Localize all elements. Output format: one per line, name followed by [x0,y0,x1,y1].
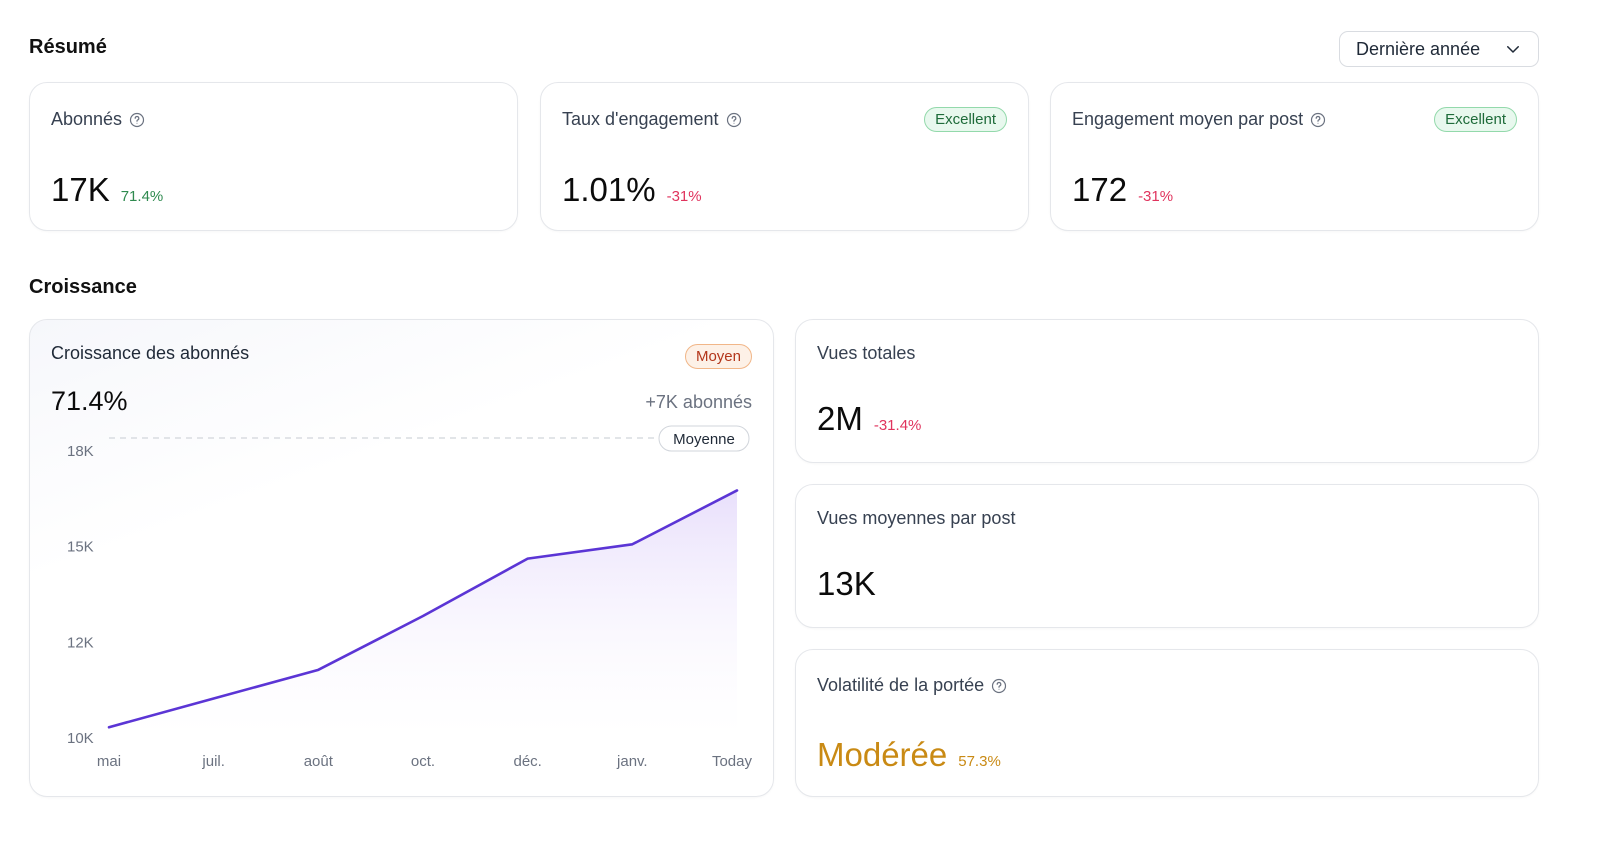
svg-text:déc.: déc. [513,753,541,770]
metric-value: 172 -31% [1072,171,1173,209]
card-vues-totales: Vues totales 2M -31.4% [795,319,1539,463]
card-taux-engagement: Taux d'engagement Excellent 1.01% -31% [540,82,1029,231]
svg-text:10K: 10K [67,730,94,747]
card-engagement-moyen: Engagement moyen par post Excellent 172 … [1050,82,1539,231]
card-label-text: Abonnés [51,109,123,129]
metric-value-text: 1.01% [562,171,656,208]
metric-value: 17K 71.4% [51,171,163,209]
status-badge: Excellent [924,107,1007,132]
svg-text:juil.: juil. [201,753,225,770]
svg-text:Today: Today [712,753,753,770]
section-title-resume: Résumé [29,36,107,58]
metric-delta: -31.4% [873,417,922,434]
metric-delta: 71.4% [120,188,164,205]
period-select-value: Dernière année [1356,38,1481,59]
card-label: Engagement moyen par post [1072,109,1326,130]
card-label: Croissance des abonnés [51,343,250,363]
card-label-text: Volatilité de la portée [817,675,985,695]
question-circle-icon[interactable] [1310,112,1326,128]
data-line [107,489,739,729]
metric-value: Modérée 57.3% [817,736,1001,774]
card-vues-moyennes: Vues moyennes par post 13K [795,484,1539,628]
svg-text:12K: 12K [67,634,94,651]
y-axis: 18K 15K 12K 10K [67,443,94,747]
svg-text:août: août [304,753,334,770]
metric-delta: -31% [1138,188,1174,205]
status-badge: Excellent [1434,107,1517,132]
metric-value-text: 2M [817,400,863,437]
card-label: Abonnés [51,109,145,130]
svg-text:Moyenne: Moyenne [673,431,735,448]
growth-subtext: +7K abonnés [645,392,752,412]
status-badge: Moyen [684,344,752,369]
question-circle-icon[interactable] [129,112,145,128]
svg-text:mai: mai [97,753,121,770]
svg-text:15K: 15K [67,539,94,556]
card-label-text: Taux d'engagement [562,109,719,129]
card-label-text: Engagement moyen par post [1072,109,1304,129]
metric-value-text: 13K [817,565,876,602]
metric-value-text: 172 [1072,171,1128,208]
metric-value: 2M -31.4% [817,400,921,438]
card-label: Vues moyennes par post [817,508,1016,528]
question-circle-icon[interactable] [991,678,1007,694]
metric-value: 13K [817,565,876,603]
svg-text:janv.: janv. [616,753,648,770]
question-circle-icon[interactable] [726,112,742,128]
x-axis: mai juil. août oct. déc. janv. Today [97,753,753,770]
metric-value: 71.4% [51,386,128,416]
metric-value-text: 17K [51,171,110,208]
period-select-dropdown[interactable]: Dernière année [1339,31,1539,67]
card-label: Taux d'engagement [562,109,742,130]
metric-delta: -31% [666,188,702,205]
svg-text:oct.: oct. [411,753,435,770]
metric-value-text: Modérée [817,736,948,773]
card-croissance-abonnes: 18K 15K 12K 10K mai juil. août oct. déc. janv. To… [29,319,774,797]
growth-area-chart: 18K 15K 12K 10K mai juil. août oct. déc. janv. To… [67,425,753,770]
svg-text:18K: 18K [67,443,94,460]
card-abonnes: Abonnés 17K 71.4% [29,82,518,231]
section-title-croissance: Croissance [29,276,137,298]
metric-delta: 57.3% [958,753,1001,770]
chevron-down-icon [1507,46,1519,53]
card-label: Vues totales [817,343,916,363]
card-label: Volatilité de la portée [817,675,1007,696]
card-volatilite-portee: Volatilité de la portée Modérée 57.3% [795,649,1539,797]
reference-label: Moyenne [658,425,750,452]
metric-value: 1.01% -31% [562,171,702,209]
